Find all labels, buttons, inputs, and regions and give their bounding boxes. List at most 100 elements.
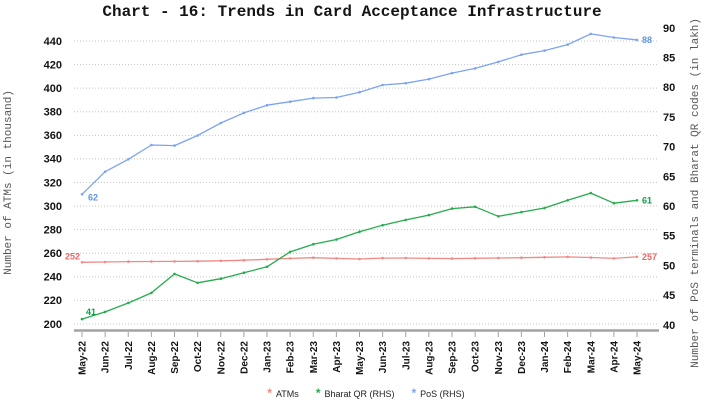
legend-item-pos[interactable]: * PoS (RHS): [412, 387, 465, 400]
data-point-marker: [612, 36, 616, 39]
data-point-marker: [473, 257, 477, 260]
data-point-marker: [589, 191, 593, 195]
x-tick-label: Aug-22: [147, 341, 158, 375]
legend-label-atms: ATMs: [275, 389, 299, 399]
data-point-marker: [312, 256, 315, 260]
data-point-marker: [612, 201, 616, 205]
data-label: 88: [642, 35, 652, 45]
chart-title: Chart - 16: Trends in Card Acceptance In…: [102, 3, 602, 21]
left-tick-label: 380: [44, 107, 62, 119]
left-tick-label: 420: [44, 59, 62, 71]
data-point-marker: [497, 215, 500, 218]
data-label: 252: [65, 251, 80, 261]
x-tick-label: May-22: [78, 341, 89, 375]
x-tick-label: Nov-22: [216, 341, 227, 375]
data-point-marker: [288, 250, 292, 254]
legend-item-atms[interactable]: * ATMs: [267, 386, 299, 400]
data-point-marker: [173, 272, 176, 276]
data-point-marker: [150, 143, 153, 147]
left-tick-label: 320: [44, 177, 62, 189]
data-point-marker: [589, 256, 593, 259]
x-tick-label: Oct-23: [471, 341, 482, 373]
right-tick-label: 45: [663, 290, 675, 302]
data-label: 41: [86, 307, 96, 317]
data-point-marker: [566, 199, 569, 202]
right-axis-tick-labels: 40 45 50 55 60 65 70 75 80 85 90: [663, 23, 675, 332]
x-tick-label: Jan-24: [540, 341, 551, 373]
data-point-marker: [80, 193, 84, 196]
bharat-qr-series-marker-icon: *: [315, 386, 321, 400]
data-point-marker: [288, 257, 292, 260]
atms-series-marker-icon: *: [267, 386, 272, 400]
series-pos-rhs: 62 88: [80, 32, 652, 202]
data-point-marker: [127, 301, 130, 305]
left-tick-label: 220: [44, 295, 62, 307]
data-point-marker: [543, 255, 546, 259]
data-point-marker: [473, 67, 477, 70]
data-point-marker: [635, 38, 639, 42]
data-point-marker: [543, 206, 546, 210]
data-point-marker: [635, 199, 639, 202]
data-point-marker: [196, 281, 199, 285]
data-point-marker: [497, 256, 500, 260]
right-tick-label: 80: [663, 82, 675, 94]
data-label: 257: [642, 252, 657, 262]
right-tick-label: 90: [663, 23, 675, 35]
x-tick-label: Jun-23: [378, 341, 389, 374]
series-bharat-qr-rhs: 41 61: [80, 191, 652, 321]
data-point-marker: [635, 255, 639, 259]
data-point-marker: [427, 257, 431, 260]
data-label: 61: [642, 195, 652, 205]
left-tick-label: 240: [44, 272, 62, 284]
legend-item-bharat-qr[interactable]: * Bharat QR (RHS): [315, 386, 395, 400]
left-tick-label: 300: [44, 201, 62, 213]
left-axis-tick-labels: 200 220 240 260 280 300 320 340 360 380 400 420 440: [44, 36, 62, 331]
data-point-marker: [103, 310, 107, 314]
data-point-marker: [219, 277, 223, 281]
data-point-marker: [381, 256, 384, 260]
right-tick-label: 50: [663, 260, 675, 272]
legend: * ATMs * Bharat QR (RHS) * PoS (RHS): [14, 386, 704, 400]
data-point-marker: [566, 255, 569, 259]
data-point-marker: [127, 260, 130, 263]
x-tick-label: Feb-23: [286, 341, 297, 374]
x-tick-label: Dec-23: [517, 341, 528, 374]
data-point-marker: [497, 60, 500, 64]
right-tick-label: 85: [663, 53, 675, 65]
x-tick-label: May-24: [633, 341, 644, 375]
data-point-marker: [427, 77, 431, 81]
data-point-marker: [196, 134, 199, 137]
data-point-marker: [450, 257, 454, 260]
left-tick-label: 340: [44, 154, 62, 166]
data-point-marker: [312, 96, 315, 100]
data-point-marker: [312, 242, 315, 246]
data-point-marker: [335, 96, 338, 99]
x-tick-label: Mar-24: [586, 341, 597, 374]
data-point-marker: [265, 103, 269, 107]
data-point-marker: [404, 218, 408, 222]
data-point-marker: [242, 271, 246, 275]
data-point-marker: [80, 261, 84, 264]
x-tick-label: Oct-22: [193, 341, 204, 373]
data-label: 62: [88, 192, 98, 202]
x-axis: [74, 329, 659, 337]
data-point-marker: [242, 258, 246, 262]
data-point-marker: [358, 230, 361, 233]
right-tick-label: 60: [663, 201, 675, 213]
left-tick-label: 400: [44, 83, 62, 95]
data-point-marker: [219, 259, 223, 263]
series-atms: 252 257: [65, 251, 657, 264]
data-point-marker: [358, 257, 361, 261]
x-tick-label: Jul-22: [124, 341, 135, 370]
data-point-marker: [173, 144, 176, 147]
x-tick-label: Mar-23: [309, 341, 320, 374]
left-tick-label: 200: [44, 319, 62, 331]
legend-label-pos: PoS (RHS): [420, 389, 465, 399]
x-tick-label: Feb-24: [563, 341, 574, 374]
x-tick-label: Nov-23: [494, 341, 505, 375]
right-tick-label: 70: [663, 142, 675, 154]
data-point-marker: [450, 71, 454, 75]
x-tick-label: Sep-22: [170, 341, 181, 374]
